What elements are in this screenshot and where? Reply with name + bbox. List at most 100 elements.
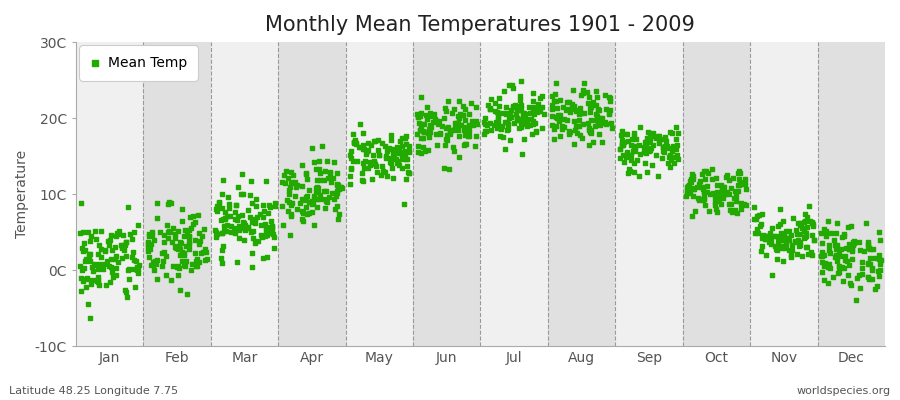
- Mean Temp: [228, 209, 242, 215]
- Mean Temp: [557, 124, 572, 130]
- Mean Temp: [87, 228, 102, 234]
- Mean Temp: [221, 205, 236, 211]
- Mean Temp: [664, 129, 679, 136]
- Mean Temp: [781, 234, 796, 241]
- Mean Temp: [178, 227, 193, 234]
- Mean Temp: [357, 164, 372, 171]
- Mean Temp: [120, 294, 134, 300]
- Mean Temp: [469, 133, 483, 140]
- Mean Temp: [554, 112, 568, 118]
- Mean Temp: [299, 193, 313, 200]
- Mean Temp: [724, 185, 738, 192]
- Mean Temp: [852, 246, 867, 253]
- Mean Temp: [116, 242, 130, 248]
- Mean Temp: [127, 257, 141, 263]
- Mean Temp: [800, 251, 814, 257]
- Mean Temp: [417, 135, 431, 141]
- Mean Temp: [320, 175, 335, 182]
- Mean Temp: [147, 267, 161, 274]
- Mean Temp: [821, 218, 835, 224]
- Mean Temp: [100, 258, 114, 265]
- Mean Temp: [384, 164, 399, 171]
- Mean Temp: [210, 208, 224, 214]
- Mean Temp: [453, 122, 467, 128]
- Mean Temp: [288, 193, 302, 200]
- Mean Temp: [397, 200, 411, 207]
- Mean Temp: [222, 213, 237, 220]
- Mean Temp: [441, 124, 455, 131]
- Mean Temp: [418, 112, 433, 118]
- Mean Temp: [82, 251, 96, 258]
- Mean Temp: [79, 276, 94, 283]
- Mean Temp: [616, 142, 630, 148]
- Mean Temp: [639, 141, 653, 147]
- Mean Temp: [150, 215, 165, 221]
- Mean Temp: [556, 116, 571, 122]
- Mean Temp: [220, 222, 234, 228]
- Mean Temp: [481, 102, 495, 108]
- Mean Temp: [430, 120, 445, 127]
- Mean Temp: [553, 133, 567, 139]
- Mean Temp: [275, 222, 290, 228]
- Mean Temp: [116, 247, 130, 254]
- Mean Temp: [873, 267, 887, 274]
- Mean Temp: [468, 104, 482, 111]
- Mean Temp: [458, 116, 473, 123]
- Mean Temp: [670, 152, 684, 158]
- Mean Temp: [545, 106, 560, 112]
- Mean Temp: [353, 144, 367, 150]
- Mean Temp: [179, 258, 194, 265]
- Mean Temp: [592, 118, 607, 124]
- Mean Temp: [282, 191, 296, 198]
- Mean Temp: [145, 232, 159, 239]
- Mean Temp: [400, 155, 414, 162]
- Mean Temp: [311, 185, 326, 191]
- Mean Temp: [500, 119, 515, 126]
- Mean Temp: [399, 132, 413, 139]
- Mean Temp: [182, 226, 196, 233]
- Mean Temp: [421, 126, 436, 132]
- Mean Temp: [791, 236, 806, 243]
- Mean Temp: [781, 236, 796, 243]
- Mean Temp: [73, 263, 87, 270]
- Mean Temp: [681, 183, 696, 189]
- Mean Temp: [378, 143, 392, 150]
- Mean Temp: [235, 212, 249, 218]
- Mean Temp: [754, 248, 769, 254]
- Mean Temp: [144, 240, 158, 247]
- Mean Temp: [644, 146, 658, 153]
- Mean Temp: [356, 178, 371, 184]
- Mean Temp: [793, 238, 807, 245]
- Mean Temp: [484, 126, 499, 133]
- Mean Temp: [370, 169, 384, 175]
- Mean Temp: [548, 123, 562, 129]
- Mean Temp: [438, 105, 453, 111]
- Mean Temp: [515, 116, 529, 122]
- Mean Temp: [573, 132, 588, 138]
- Mean Temp: [696, 197, 710, 203]
- Mean Temp: [748, 230, 762, 236]
- Mean Temp: [224, 223, 238, 229]
- Mean Temp: [259, 254, 274, 260]
- Mean Temp: [853, 284, 868, 291]
- Mean Temp: [300, 211, 314, 217]
- Mean Temp: [157, 249, 171, 256]
- Mean Temp: [860, 220, 874, 227]
- Mean Temp: [109, 264, 123, 271]
- Mean Temp: [436, 123, 450, 129]
- Mean Temp: [716, 192, 730, 198]
- Mean Temp: [72, 230, 86, 236]
- Mean Temp: [784, 241, 798, 248]
- Mean Temp: [526, 106, 540, 112]
- Mean Temp: [752, 212, 766, 218]
- Mean Temp: [717, 184, 732, 190]
- Mean Temp: [348, 140, 363, 146]
- Bar: [481, 42, 548, 346]
- Mean Temp: [173, 287, 187, 294]
- Mean Temp: [724, 200, 738, 207]
- Mean Temp: [361, 164, 375, 171]
- Mean Temp: [302, 187, 316, 193]
- Mean Temp: [536, 111, 551, 117]
- Mean Temp: [781, 235, 796, 241]
- Mean Temp: [551, 112, 565, 118]
